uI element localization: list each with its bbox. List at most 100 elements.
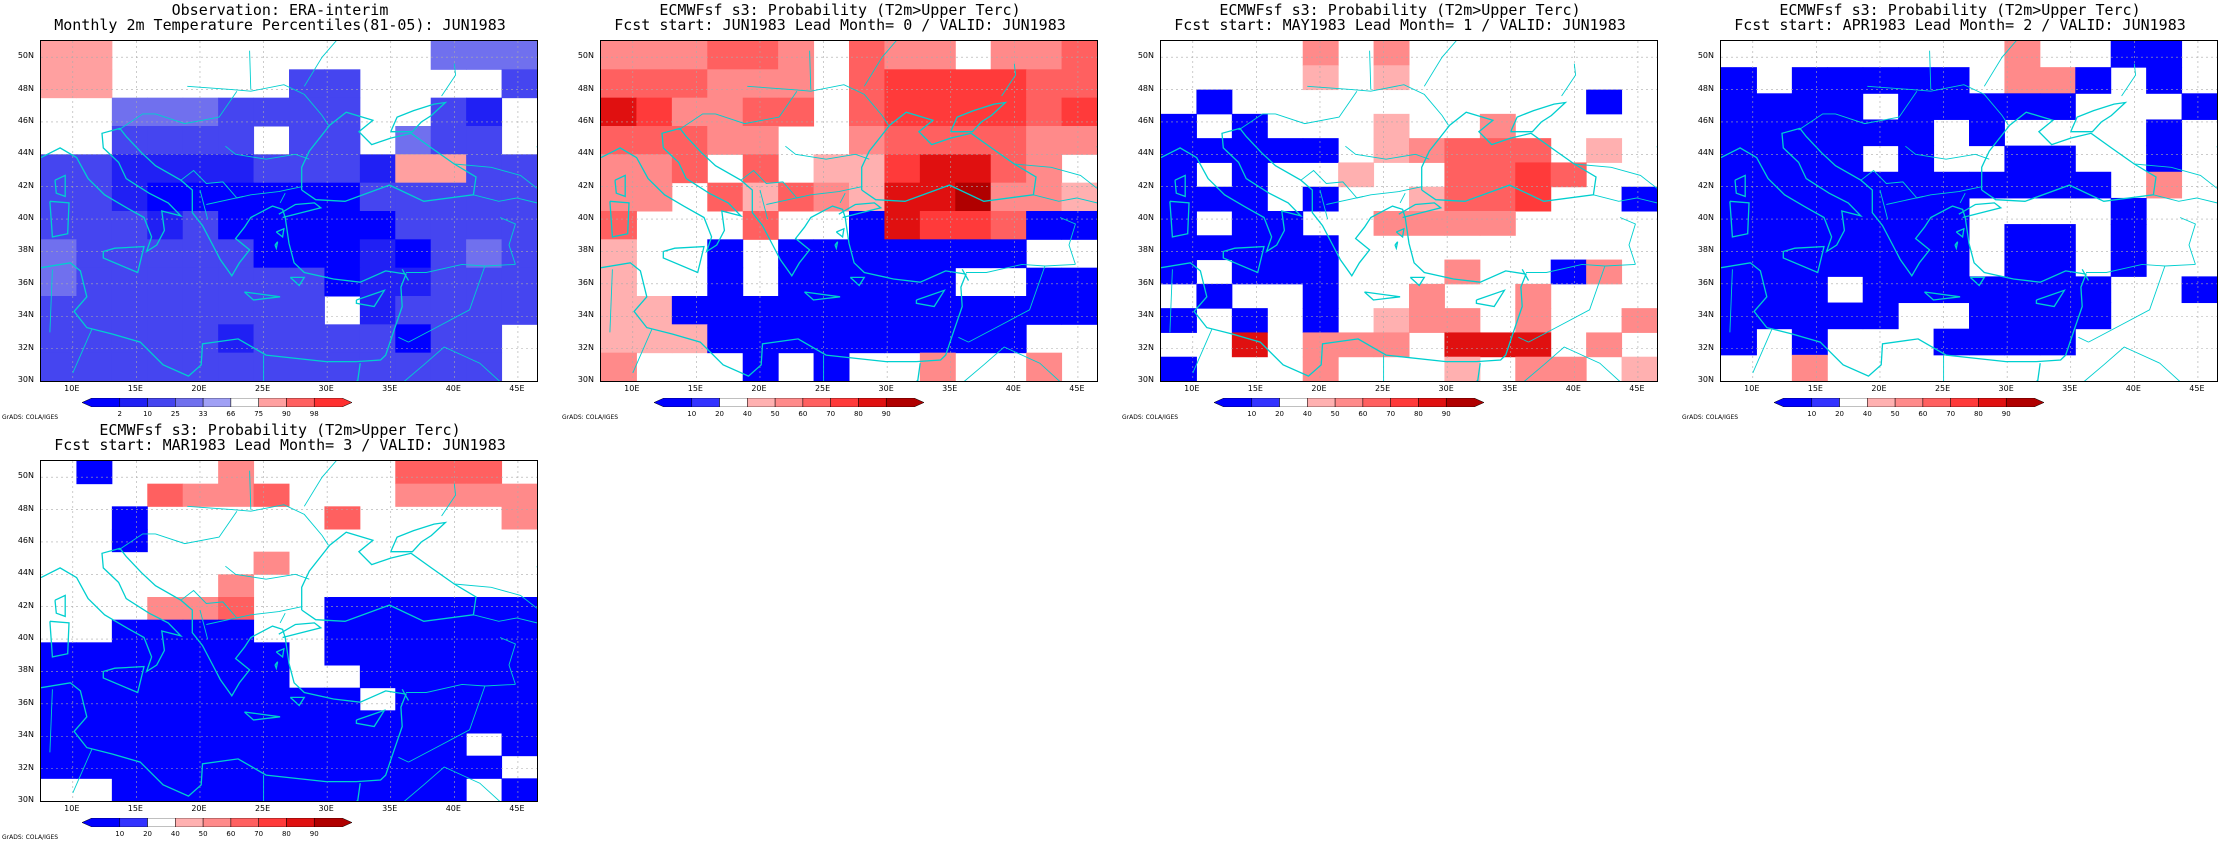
coastline bbox=[1421, 111, 1597, 202]
grid-cell bbox=[884, 154, 921, 184]
grid-cell bbox=[359, 733, 396, 757]
grid-cell bbox=[990, 126, 1027, 155]
grid-cell bbox=[182, 239, 219, 269]
grid-cell bbox=[501, 239, 537, 269]
country-border bbox=[1593, 194, 1657, 204]
grid-cell bbox=[1231, 332, 1268, 358]
colorbar-swatch bbox=[747, 398, 776, 407]
grid-cell bbox=[395, 239, 432, 269]
grid-cell bbox=[466, 211, 503, 240]
grid-cell bbox=[1969, 119, 2005, 147]
grid-cell bbox=[182, 733, 219, 757]
grid-cell bbox=[919, 126, 956, 155]
grid-cell bbox=[2039, 145, 2076, 173]
grid-cell bbox=[990, 239, 1027, 269]
grid-cell bbox=[76, 733, 113, 757]
coastline bbox=[390, 521, 448, 553]
grid-cell bbox=[147, 665, 184, 689]
grid-cell bbox=[253, 778, 290, 801]
grid-cell bbox=[182, 687, 219, 711]
lat-tick-label: 46N bbox=[1137, 115, 1154, 125]
colorbar-swatch bbox=[1362, 398, 1391, 407]
grid-cell bbox=[466, 665, 503, 689]
country-border bbox=[279, 192, 286, 204]
coastline bbox=[2070, 101, 2128, 133]
grid-cell bbox=[111, 182, 148, 212]
country-border bbox=[225, 565, 310, 580]
grid-cell bbox=[111, 642, 148, 666]
colorbar-swatch bbox=[313, 818, 352, 827]
country-border bbox=[2179, 217, 2196, 265]
grid-cell bbox=[707, 126, 744, 155]
grid-cell bbox=[1231, 138, 1268, 163]
grid-cell bbox=[501, 687, 537, 711]
colorbar-label: 20 bbox=[143, 830, 152, 838]
lon-tick-label: 15E bbox=[687, 384, 703, 393]
country-border bbox=[1983, 41, 2017, 87]
grid-cell bbox=[76, 461, 113, 485]
lon-tick-label: 30E bbox=[878, 384, 894, 393]
grid-cell bbox=[2004, 302, 2041, 330]
lat-tick-label: 44N bbox=[577, 148, 594, 158]
grid-cell bbox=[1267, 138, 1304, 163]
country-border bbox=[1275, 90, 1358, 125]
colorbar-swatch bbox=[286, 818, 315, 827]
colorbar-swatch bbox=[1307, 398, 1336, 407]
grid-cell bbox=[501, 778, 537, 801]
grid-cell bbox=[2181, 276, 2217, 304]
coastline bbox=[102, 665, 145, 694]
grid-cell bbox=[41, 687, 77, 711]
grid-cell bbox=[147, 352, 184, 381]
grid-cell bbox=[182, 483, 219, 507]
country-border bbox=[249, 470, 252, 510]
colorbar bbox=[82, 398, 352, 407]
colorbar-label: 50 bbox=[770, 410, 780, 418]
colorbar-label: 90 bbox=[2001, 410, 2011, 418]
grid-cell bbox=[430, 642, 467, 666]
lat-tick-label: 42N bbox=[17, 600, 34, 610]
grid-cell bbox=[601, 69, 637, 99]
grid-cell bbox=[1161, 162, 1197, 188]
grid-cell bbox=[501, 154, 537, 184]
grid-cell bbox=[324, 642, 361, 666]
coastline bbox=[601, 127, 967, 377]
grid-cell bbox=[1827, 250, 1864, 277]
country-border bbox=[473, 194, 537, 204]
coastline bbox=[355, 289, 386, 308]
coastline bbox=[961, 268, 970, 281]
grid-cell bbox=[324, 755, 361, 779]
colorbar-label: 2 bbox=[117, 410, 122, 418]
colorbar-swatch bbox=[258, 398, 287, 407]
grid-cell bbox=[76, 642, 113, 666]
country-border bbox=[206, 615, 244, 625]
grid-cell bbox=[1444, 162, 1481, 188]
grads-credit: GrADS: COLA/IGES bbox=[1122, 414, 1179, 421]
colorbar-swatch bbox=[82, 818, 121, 827]
grid-cell bbox=[218, 267, 255, 297]
lon-tick-label: 35E bbox=[382, 384, 398, 393]
panel-subtitle: Monthly 2m Temperature Percentiles(81-05… bbox=[54, 16, 506, 34]
grid-cell bbox=[430, 710, 467, 734]
lat-tick-label: 32N bbox=[17, 762, 34, 772]
grid-cell bbox=[501, 267, 537, 297]
grid-cell bbox=[1267, 259, 1304, 285]
grid-cell bbox=[1862, 119, 1899, 147]
grid-cell bbox=[1969, 302, 2005, 330]
grid-cell bbox=[41, 41, 77, 70]
country-border bbox=[1905, 145, 1990, 160]
grid-cell bbox=[324, 597, 361, 621]
grid-cell bbox=[501, 41, 537, 70]
grid-cell bbox=[359, 211, 396, 240]
grid-cell bbox=[218, 296, 255, 325]
country-border bbox=[118, 113, 156, 131]
colorbar-swatch bbox=[2005, 398, 2044, 407]
grid-cell bbox=[1302, 332, 1339, 358]
colorbar-label: 40 bbox=[1862, 410, 1872, 418]
coastline bbox=[54, 594, 66, 618]
colorbar-label: 70 bbox=[1386, 410, 1396, 418]
coastline bbox=[609, 200, 630, 238]
colorbar-swatch bbox=[1894, 398, 1924, 407]
grid-cell bbox=[430, 41, 467, 70]
country-border bbox=[187, 504, 329, 546]
grid-cell bbox=[253, 296, 290, 325]
